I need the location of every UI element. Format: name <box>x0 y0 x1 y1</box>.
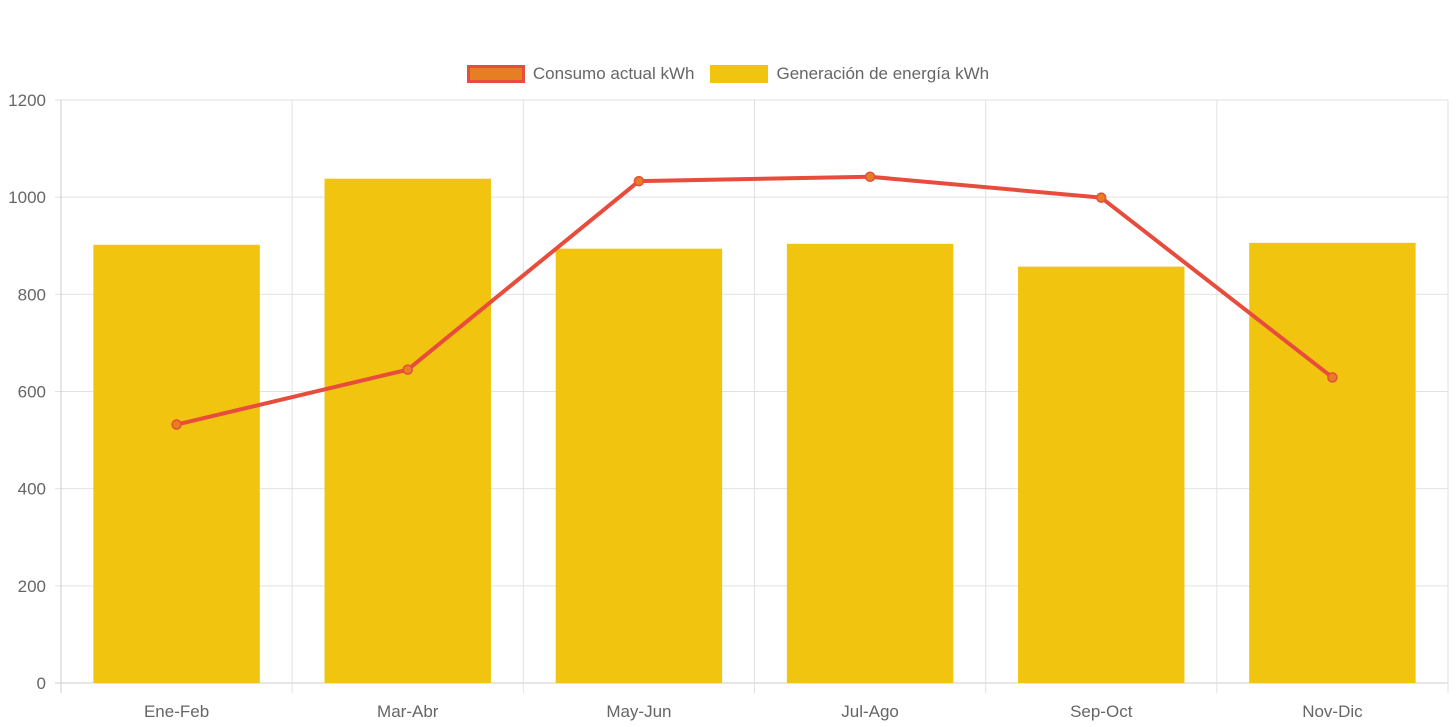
bar-generacion <box>786 243 954 683</box>
bar-generacion <box>324 178 491 683</box>
y-tick-label: 0 <box>37 674 46 693</box>
bar-generacion <box>555 248 723 684</box>
legend-label-consumo: Consumo actual kWh <box>532 64 695 83</box>
point-consumo <box>171 419 182 430</box>
legend-item-generacion[interactable]: Generación de energía kWh <box>710 64 989 84</box>
bar-generacion <box>1018 266 1185 683</box>
y-tick-label: 1200 <box>8 91 46 110</box>
y-tick-label: 600 <box>18 383 46 402</box>
legend-item-consumo[interactable]: Consumo actual kWh <box>466 64 695 84</box>
point-consumo <box>633 175 645 187</box>
bar-generacion <box>1249 242 1416 683</box>
x-tick-label: Nov-Dic <box>1302 702 1363 721</box>
line-consumo <box>176 174 1334 427</box>
bar-generacion <box>93 244 260 684</box>
legend-swatch-generacion <box>710 65 769 83</box>
legend-swatch-consumo <box>466 65 525 83</box>
point-consumo <box>1096 192 1107 203</box>
y-tick-label: 200 <box>18 577 46 596</box>
y-tick-label: 400 <box>18 480 46 499</box>
legend-label-generacion: Generación de energía kWh <box>776 64 990 83</box>
x-tick-label: May-Jun <box>606 702 671 721</box>
x-tick-label: Mar-Abr <box>377 702 439 721</box>
x-tick-label: Sep-Oct <box>1070 702 1133 721</box>
point-consumo <box>402 364 413 375</box>
point-consumo <box>864 171 876 183</box>
x-tick-label: Ene-Feb <box>144 702 209 721</box>
x-tick-label: Jul-Ago <box>841 702 899 721</box>
y-tick-label: 800 <box>18 285 46 304</box>
point-consumo <box>1327 372 1338 383</box>
y-tick-label: 1000 <box>8 188 46 207</box>
chart-legend: Consumo actual kWh Generación de energía… <box>0 64 1456 84</box>
